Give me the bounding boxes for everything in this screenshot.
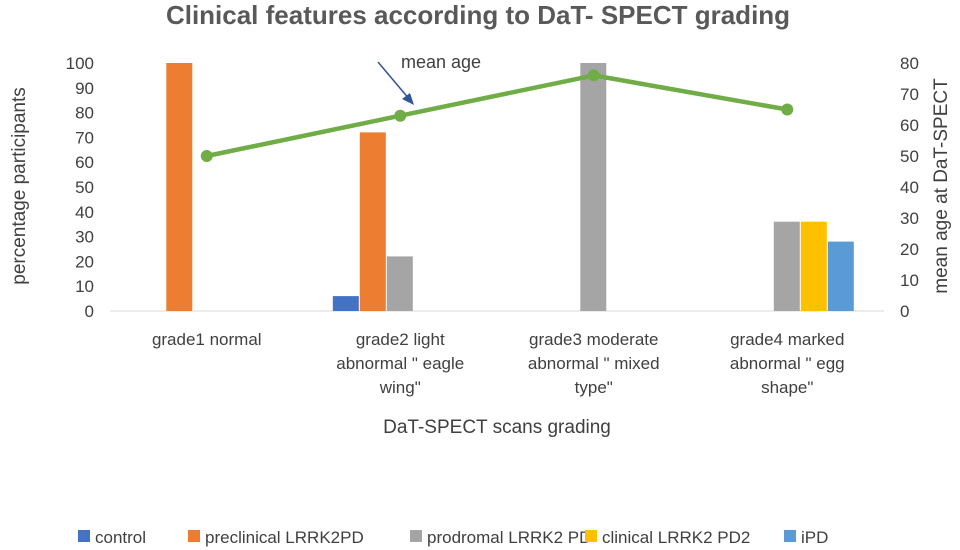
y2-tick-label: 50 xyxy=(900,147,919,166)
y2-axis-ticks: 0 10 20 30 40 50 60 70 80 xyxy=(900,54,919,321)
y-tick-label: 30 xyxy=(75,228,94,247)
mean-age-point xyxy=(394,109,407,122)
legend-label: clinical LRRK2 PD2 xyxy=(602,528,750,547)
mean-age-point xyxy=(200,150,213,162)
y2-axis-title: mean age at DaT-SPECT xyxy=(931,78,952,294)
y-axis-ticks: 0 10 20 30 40 50 60 70 80 90 100 xyxy=(66,54,94,321)
legend-item: iPD xyxy=(784,528,828,547)
x-tick-label: grade3 moderate abnormal " mixed type" xyxy=(528,330,660,397)
legend-item: clinical LRRK2 PD2 xyxy=(585,528,750,547)
legend-swatch xyxy=(410,530,422,542)
bar-prodromal-lrrk2-pd xyxy=(386,256,413,311)
y-axis-title: percentage participants xyxy=(9,87,30,285)
x-tick-label: grade4 marked abnormal " egg shape" xyxy=(730,330,845,397)
mean-age-point xyxy=(781,103,794,116)
legend-swatch xyxy=(78,530,90,542)
x-tick-label: grade2 light abnormal " eagle wing" xyxy=(336,330,464,397)
y2-tick-label: 40 xyxy=(900,178,919,197)
chart-title: Clinical features according to DaT- SPEC… xyxy=(166,0,790,30)
y-tick-label: 10 xyxy=(75,277,94,296)
legend: control preclinical LRRK2PD prodromal LRRK… xyxy=(78,528,828,547)
legend-item: preclinical LRRK2PD xyxy=(188,528,364,547)
legend-swatch xyxy=(784,530,796,542)
y2-tick-label: 60 xyxy=(900,116,919,135)
category-labels: grade1 normal grade2 light abnormal " eagl… xyxy=(152,330,845,397)
y2-tick-label: 70 xyxy=(900,85,919,104)
bar-prodromal-lrrk2-pd xyxy=(773,221,800,311)
mean-age-line xyxy=(200,69,794,162)
bar-preclinical-lrrk2pd xyxy=(359,132,386,311)
y-tick-label: 60 xyxy=(75,153,94,172)
mean-age-line-path xyxy=(206,73,788,159)
y2-tick-label: 20 xyxy=(900,240,919,259)
y-tick-label: 80 xyxy=(75,104,94,123)
x-tick-label: grade1 normal xyxy=(152,330,262,349)
legend-label: control xyxy=(95,528,146,547)
y2-tick-label: 10 xyxy=(900,271,919,290)
y-tick-label: 40 xyxy=(75,203,94,222)
y2-tick-label: 80 xyxy=(900,54,919,73)
mean-age-annotation: mean age xyxy=(377,52,481,105)
legend-label: prodromal LRRK2 PD xyxy=(427,528,591,547)
annotation-arrow-head xyxy=(402,93,414,105)
legend-item: prodromal LRRK2 PD xyxy=(410,528,591,547)
bar-control xyxy=(332,296,359,311)
y-tick-label: 70 xyxy=(75,128,94,147)
y2-tick-label: 0 xyxy=(900,302,909,321)
mean-age-point xyxy=(587,69,600,82)
annotation-arrow-shaft xyxy=(377,61,411,101)
bar-prodromal-lrrk2-pd xyxy=(580,63,607,311)
legend-label: iPD xyxy=(801,528,828,547)
y2-tick-label: 30 xyxy=(900,209,919,228)
bar-ipd xyxy=(827,241,854,311)
y-tick-label: 0 xyxy=(85,302,94,321)
annotation-label: mean age xyxy=(401,52,481,72)
bar-clinical-lrrk2-pd2 xyxy=(800,221,827,311)
legend-item: control xyxy=(78,528,146,547)
y-tick-label: 90 xyxy=(75,79,94,98)
legend-label: preclinical LRRK2PD xyxy=(205,528,364,547)
legend-swatch xyxy=(585,530,597,542)
y-tick-label: 100 xyxy=(66,54,94,73)
bar-preclinical-lrrk2pd xyxy=(166,63,193,311)
y-tick-label: 50 xyxy=(75,178,94,197)
y-tick-label: 20 xyxy=(75,252,94,271)
bars xyxy=(166,63,854,311)
x-axis-title: DaT-SPECT scans grading xyxy=(383,417,611,438)
legend-swatch xyxy=(188,530,200,542)
